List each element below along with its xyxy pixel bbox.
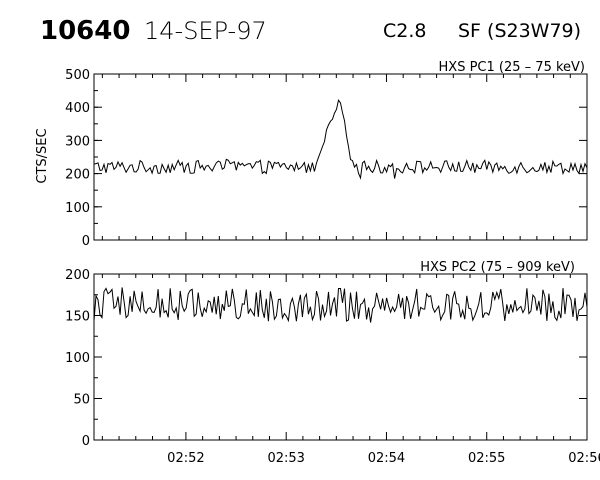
- observation-date: 14-SEP-97: [144, 17, 267, 45]
- panel2-ytick-label: 200: [65, 268, 90, 283]
- panel1-ytick-label: 400: [65, 101, 90, 116]
- panel2-ytick-label: 150: [65, 310, 90, 325]
- flare-class: C2.8: [383, 20, 427, 42]
- panel1-ylabel: CTS/SEC: [35, 128, 50, 183]
- panel1-frame: [93, 73, 588, 241]
- xtick-label: 02:53: [267, 451, 304, 466]
- xtick-label: 02:55: [468, 451, 505, 466]
- panel1-ytick-label: 0: [82, 234, 90, 249]
- flare-location: SF (S23W79): [458, 20, 582, 42]
- panel1-series-line: [93, 99, 588, 180]
- panel2-frame: [93, 273, 588, 441]
- panel2-ytick-label: 100: [65, 351, 90, 366]
- panel1-ytick-label: 100: [65, 201, 90, 216]
- panel2-series-line: [93, 287, 588, 323]
- event-number: 10640: [40, 16, 131, 46]
- panel1-title: HXS PC1 (25 – 75 keV): [439, 60, 585, 75]
- panel2-ytick-label: 0: [82, 434, 90, 449]
- panel2-ytick-label: 50: [73, 393, 90, 408]
- panel1-ytick-label: 200: [65, 168, 90, 183]
- panel1-ytick-label: 300: [65, 134, 90, 149]
- panel2-title: HXS PC2 (75 – 909 keV): [420, 260, 575, 275]
- xtick-label: 02:56: [568, 451, 600, 466]
- xtick-label: 02:54: [368, 451, 405, 466]
- xtick-label: 02:52: [167, 451, 204, 466]
- panel1-ytick-label: 500: [65, 68, 90, 83]
